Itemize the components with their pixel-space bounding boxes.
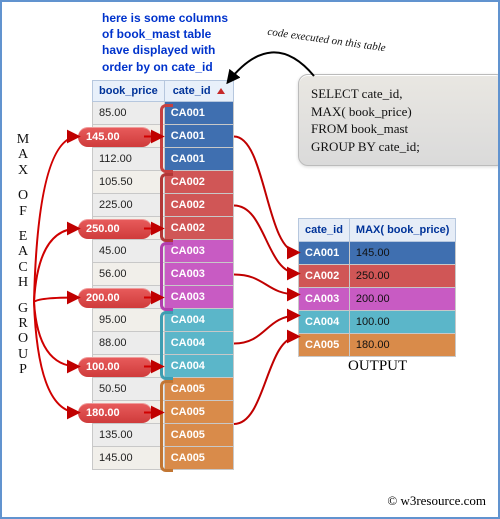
cate-cell: CA001 (164, 148, 233, 171)
output-row: CA002250.00 (299, 265, 456, 288)
cate-cell: CA002 (164, 194, 233, 217)
group-bracket (160, 380, 173, 472)
price-cell: 88.00 (93, 332, 165, 355)
out-header-max: MAX( book_price) (349, 219, 456, 242)
out-val-cell: 180.00 (349, 334, 456, 357)
col-header-cate: cate_id (164, 81, 233, 102)
sql-code-box: SELECT cate_id, MAX( book_price) FROM bo… (298, 74, 500, 166)
output-row: CA005180.00 (299, 334, 456, 357)
out-cate-cell: CA003 (299, 288, 350, 311)
output-row: CA003200.00 (299, 288, 456, 311)
sql-line: FROM book_mast (311, 120, 493, 138)
max-pill: 100.00 (78, 357, 152, 377)
cate-cell: CA004 (164, 355, 233, 378)
sort-asc-icon (217, 88, 225, 94)
sql-line: GROUP BY cate_id; (311, 138, 493, 156)
price-cell: 45.00 (93, 240, 165, 263)
group-bracket (160, 173, 173, 242)
vertical-max-label: MAXOFEACHGROUP (16, 132, 30, 377)
price-cell: 56.00 (93, 263, 165, 286)
out-val-cell: 250.00 (349, 265, 456, 288)
group-bracket (160, 311, 173, 380)
out-val-cell: 100.00 (349, 311, 456, 334)
out-val-cell: 145.00 (349, 242, 456, 265)
cate-cell: CA005 (164, 424, 233, 447)
cate-cell: CA004 (164, 309, 233, 332)
max-pill: 200.00 (78, 288, 152, 308)
cate-cell: CA003 (164, 240, 233, 263)
max-pill: 180.00 (78, 403, 152, 423)
cate-cell: CA005 (164, 401, 233, 424)
out-cate-cell: CA005 (299, 334, 350, 357)
price-cell: 225.00 (93, 194, 165, 217)
out-val-cell: 200.00 (349, 288, 456, 311)
output-row: CA001145.00 (299, 242, 456, 265)
cate-cell: CA005 (164, 378, 233, 401)
max-pill: 145.00 (78, 127, 152, 147)
caption-text: here is some columnsof book_mast tableha… (102, 10, 262, 75)
group-bracket (160, 104, 173, 173)
price-cell: 105.50 (93, 171, 165, 194)
out-header-cate: cate_id (299, 219, 350, 242)
output-label: OUTPUT (348, 358, 407, 375)
price-cell: 50.50 (93, 378, 165, 401)
price-cell: 112.00 (93, 148, 165, 171)
out-cate-cell: CA004 (299, 311, 350, 334)
diagram-frame: here is some columnsof book_mast tableha… (0, 0, 500, 519)
price-cell: 145.00 (93, 447, 165, 470)
output-row: CA004100.00 (299, 311, 456, 334)
out-cate-cell: CA001 (299, 242, 350, 265)
price-cell: 95.00 (93, 309, 165, 332)
cate-cell: CA002 (164, 171, 233, 194)
out-cate-cell: CA002 (299, 265, 350, 288)
cate-cell: CA001 (164, 102, 233, 125)
output-table: cate_id MAX( book_price) CA001145.00CA00… (298, 218, 456, 357)
sql-line: SELECT cate_id, (311, 85, 493, 103)
cate-cell: CA003 (164, 263, 233, 286)
cate-cell: CA005 (164, 447, 233, 470)
cate-cell: CA003 (164, 286, 233, 309)
cate-cell: CA001 (164, 125, 233, 148)
arc-label: code executed on this table (267, 26, 387, 54)
price-cell: 135.00 (93, 424, 165, 447)
cate-cell: CA004 (164, 332, 233, 355)
col-header-price: book_price (93, 81, 165, 102)
footer-credit: © w3resource.com (387, 493, 486, 509)
price-cell: 85.00 (93, 102, 165, 125)
cate-cell: CA002 (164, 217, 233, 240)
group-bracket (160, 242, 173, 311)
max-pill: 250.00 (78, 219, 152, 239)
sql-line: MAX( book_price) (311, 103, 493, 121)
